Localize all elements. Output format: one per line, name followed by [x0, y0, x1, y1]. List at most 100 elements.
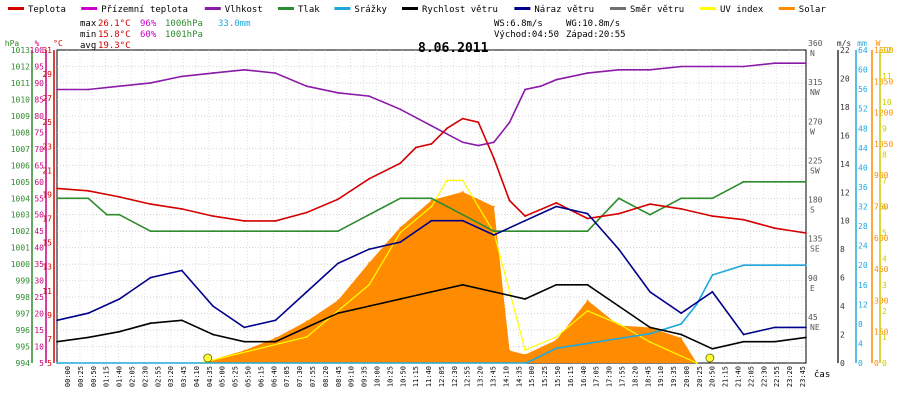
point-vlhkost	[399, 108, 402, 111]
point-tlak	[212, 230, 214, 233]
left-axis-tick: 65	[34, 161, 44, 170]
x-tick-label: 01:40	[116, 366, 124, 387]
point-solar	[586, 299, 589, 302]
left-axis-unit: %	[35, 39, 40, 48]
x-tick-label: 07:55	[309, 366, 317, 387]
right-axis-tick: 4	[840, 302, 845, 311]
point-teplota	[336, 198, 339, 201]
point-tlak	[243, 230, 246, 233]
x-tick-label: 00:00	[64, 366, 72, 387]
left-axis-tick: 1006	[11, 161, 30, 170]
right-axis-tick: 10	[882, 98, 892, 107]
right-axis-tick: 750	[874, 203, 889, 212]
legend-item: Solar	[778, 5, 826, 15]
point-srazky	[742, 264, 745, 267]
left-axis-tick: 11	[42, 287, 52, 296]
x-tick-label: 10:25	[386, 366, 394, 387]
left-axis-tick: 35	[34, 260, 44, 269]
point-teplota	[524, 215, 527, 218]
point-vlhkost	[711, 65, 714, 68]
x-tick-label: 06:15	[257, 366, 265, 387]
sun-marker-icon	[203, 353, 213, 363]
point-uv-index	[430, 205, 433, 208]
right-axis-tick: S	[810, 206, 815, 215]
point-tlak	[430, 197, 433, 200]
point-solar	[617, 324, 620, 327]
point-teplota	[305, 211, 308, 214]
left-axis-tick: 19	[42, 190, 52, 199]
point-tlak	[524, 230, 527, 233]
legend-label: UV index	[720, 5, 764, 15]
right-axis-tick: 5	[882, 229, 887, 238]
point-teplota	[477, 121, 480, 124]
legend-item: Tlak	[278, 5, 320, 15]
x-tick-label: 18:20	[631, 366, 639, 387]
left-axis-tick: 1004	[11, 194, 30, 203]
x-tick-label: 04:10	[193, 366, 201, 387]
x-tick-label: 06:40	[270, 366, 278, 387]
point-vlhkost	[461, 141, 464, 144]
point-naraz-vetru	[555, 205, 558, 208]
legend: Teplota Přízemní teplota Vlhkost Tlak Srážky…	[8, 5, 826, 15]
x-tick-label: 12:30	[451, 366, 459, 387]
point-vlhkost	[539, 85, 542, 88]
right-axis-tick: 24	[858, 242, 868, 251]
left-axis-tick: 75	[34, 128, 44, 137]
point-naraz-vetru	[524, 219, 527, 222]
point-tlak	[274, 230, 277, 233]
x-tick-label: 16:40	[580, 366, 588, 387]
point-teplota	[493, 157, 495, 160]
point-teplota	[56, 187, 58, 190]
x-tick-label: 01:15	[103, 366, 111, 387]
legend-label: Teplota	[28, 5, 66, 15]
point-vlhkost	[773, 62, 776, 65]
right-axis-tick: 600	[874, 234, 889, 243]
right-axis-tick: 90	[808, 274, 818, 283]
legend-item: Srážky	[334, 5, 387, 15]
right-axis-tick: 1350	[874, 77, 893, 86]
sunset-stat: Západ:20:55	[566, 30, 626, 40]
left-axis-tick: 85	[34, 95, 44, 104]
left-axis-tick: 1009	[11, 112, 30, 121]
left-axis-tick: 1005	[11, 178, 30, 187]
point-uv-index	[617, 322, 620, 325]
legend-label: Srážky	[354, 5, 387, 15]
point-tlak	[399, 197, 402, 200]
legend-swatch	[81, 7, 98, 10]
legend-item: Rychlost větru	[402, 5, 498, 15]
avg-temp: 19.3°C	[98, 41, 131, 51]
point-rychlost-vetru	[649, 326, 651, 329]
left-axis-tick: 5	[47, 359, 52, 368]
point-uv-index	[446, 179, 449, 182]
left-axis-tick: 21	[42, 166, 52, 175]
x-tick-label: 05:00	[219, 366, 227, 387]
x-tick-label: 09:35	[361, 366, 369, 387]
left-axis-tick: 45	[34, 227, 44, 236]
left-axis-tick: 60	[34, 178, 44, 187]
chart-title: 8.06.2011	[418, 41, 489, 56]
right-axis-tick: 52	[858, 105, 868, 114]
point-srazky	[524, 362, 527, 364]
right-axis-tick: 28	[858, 222, 868, 231]
left-axis-tick: 1010	[11, 95, 30, 104]
right-axis-tick: 0	[882, 359, 887, 368]
left-axis-tick: 50	[34, 211, 44, 220]
right-axis-tick: 3	[882, 281, 887, 290]
max-temp: 26.1°C	[98, 19, 131, 29]
right-axis-unit: mm	[857, 39, 867, 48]
left-axis-tick: 998	[16, 293, 31, 302]
right-axis-tick: 270	[808, 117, 823, 126]
x-tick-label: 00:25	[77, 366, 85, 387]
point-rychlost-vetru	[805, 336, 807, 339]
right-axis-tick: 135	[808, 235, 823, 244]
left-axis-tick: 23	[42, 142, 52, 151]
right-axis-tick: 315	[808, 78, 823, 87]
right-axis-tick: SE	[810, 245, 820, 254]
left-axis-tick: 1000	[11, 260, 30, 269]
right-axis-tick: 56	[858, 85, 868, 94]
point-tlak	[106, 213, 108, 216]
point-srazky	[555, 347, 558, 350]
point-uv-index	[649, 341, 651, 344]
x-tick-label: 15:50	[554, 366, 562, 387]
left-axis-tick: 10	[34, 343, 44, 352]
